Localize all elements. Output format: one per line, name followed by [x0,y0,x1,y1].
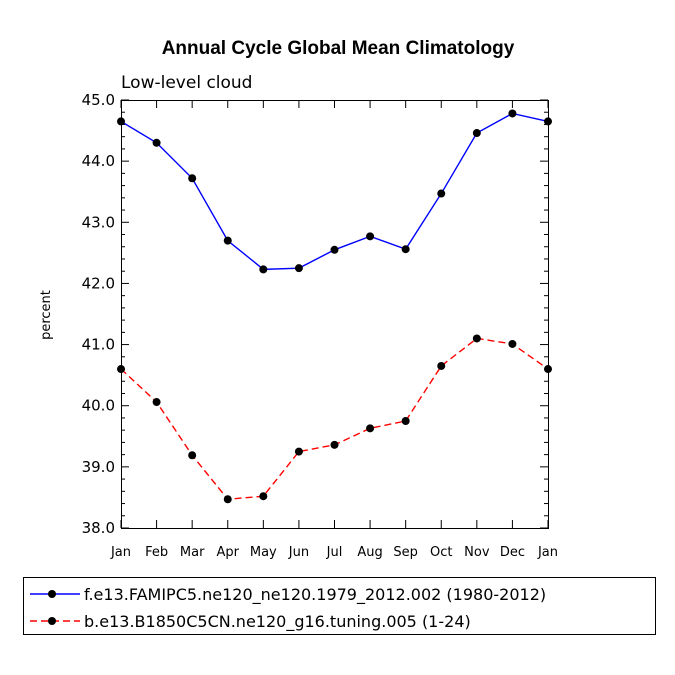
legend-label-1: f.e13.FAMIPC5.ne120_ne120.1979_2012.002 … [84,585,546,605]
y-tick-label: 38.0 [82,519,115,537]
series-2-point [259,492,268,501]
x-tick-label: May [250,545,277,560]
series-1-point [437,189,446,198]
series-group [117,109,552,504]
series-1-point [188,174,197,183]
series-2-point [544,365,552,374]
x-tick-label: Nov [464,545,490,560]
x-tick-label: Jan [537,545,558,560]
series-1-point [330,245,339,254]
x-tick-label: Sep [393,545,418,560]
x-tick-label: Dec [500,545,525,560]
chart-title: Annual Cycle Global Mean Climatology [162,38,515,59]
series-1-point [544,117,552,126]
series-2-point [366,424,375,433]
plot-frame [121,100,549,529]
y-axis-label: percent [39,290,54,340]
series-1-point [366,232,375,241]
series-1-point [152,138,161,147]
series-2-point [223,495,232,504]
series-2-point [472,334,481,343]
x-tick-label: Jun [288,545,309,560]
series-1-point [117,117,125,126]
series-2-point [437,361,446,370]
legend-marker-1 [48,590,56,598]
series-1-point [223,236,232,245]
series-1-point [401,245,410,254]
series-2-point [117,365,125,374]
y-tick-label: 44.0 [82,152,115,170]
series-1-point [259,265,268,274]
series-1-point [508,109,517,118]
legend-label-2: b.e13.B1850C5CN.ne120_g16.tuning.005 (1-… [84,612,471,632]
legend-marker-2 [48,617,56,625]
y-tick-label: 40.0 [82,397,115,415]
legend-box [23,577,656,635]
series-2-point [152,398,161,407]
series-line-2 [120,337,549,500]
x-tick-label: Jan [110,545,131,560]
series-2-point [188,451,197,460]
y-tick-label: 42.0 [82,274,115,292]
y-tick-label: 39.0 [82,458,115,476]
y-tick-label: 43.0 [82,213,115,231]
legend: f.e13.FAMIPC5.ne120_ne120.1979_2012.002 … [30,585,546,632]
series-2-point [508,339,517,348]
x-tick-label: Feb [145,545,168,560]
x-tick-label: Aug [357,545,382,560]
series-2-point [401,417,410,425]
x-tick-label: Apr [217,545,240,560]
chart-subtitle: Low-level cloud [121,73,252,93]
axes-group: 38.0 39.0 40.0 41.0 42.0 43.0 44.0 45.0 Jan Feb Ma… [82,91,558,560]
series-2-point [294,447,303,456]
y-tick-label: 41.0 [82,336,115,354]
series-2-point [330,440,339,449]
x-tick-label: Jul [326,545,343,560]
series-1-point [294,264,303,273]
x-tick-label: Mar [180,545,205,560]
y-tick-label: 45.0 [82,91,115,109]
x-tick-label: Oct [430,545,452,560]
series-1-point [472,129,481,138]
